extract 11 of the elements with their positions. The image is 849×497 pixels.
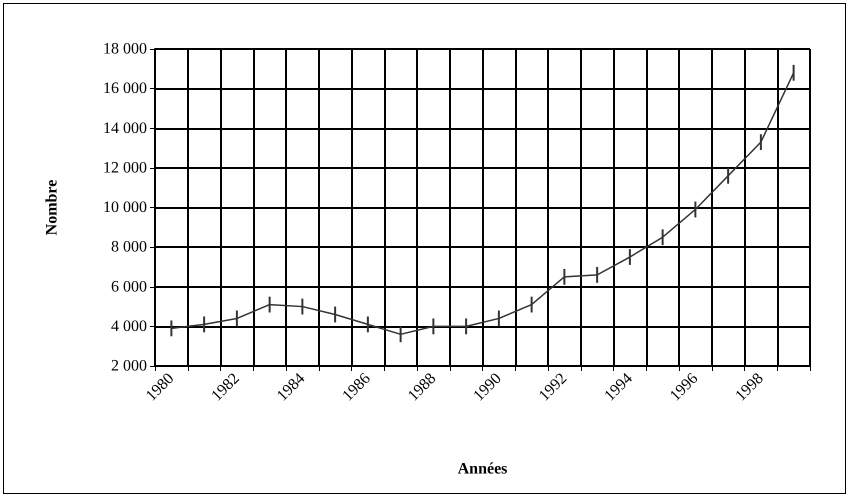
y-tick-label: 10 000 [103, 199, 147, 216]
y-tick-label: 14 000 [103, 120, 147, 137]
y-tick-label: 8 000 [111, 238, 147, 256]
y-tick-label: 2 000 [111, 358, 147, 374]
y-tick-label: 12 000 [103, 159, 147, 176]
y-axis-title: Nombre [44, 180, 60, 236]
y-tick-label: 16 000 [103, 80, 147, 98]
y-tick-label: 6 000 [111, 278, 147, 296]
x-axis-title: Années [458, 460, 508, 478]
y-tick-label: 18 000 [103, 40, 147, 58]
y-tick-label: 4 000 [111, 318, 147, 335]
